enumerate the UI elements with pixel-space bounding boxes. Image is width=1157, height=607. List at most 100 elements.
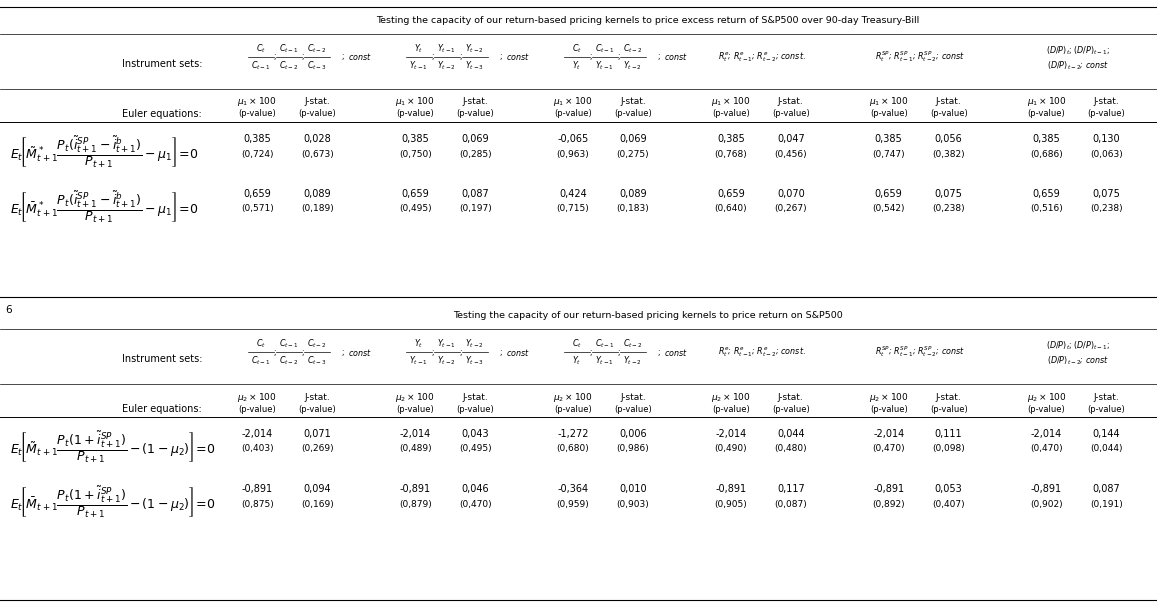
Text: $C_{t-1}$: $C_{t-1}$ xyxy=(251,59,271,72)
Text: 0,659: 0,659 xyxy=(243,189,271,199)
Text: $const$: $const$ xyxy=(506,52,530,63)
Text: 0,069: 0,069 xyxy=(619,134,647,144)
Text: Testing the capacity of our return-based pricing kernels to price excess return : Testing the capacity of our return-based… xyxy=(376,16,920,24)
Text: $const$: $const$ xyxy=(348,52,371,63)
Text: $const$: $const$ xyxy=(348,347,371,358)
Text: ;: ; xyxy=(432,52,434,61)
Text: -0,891: -0,891 xyxy=(715,484,746,494)
Text: (p-value): (p-value) xyxy=(397,109,434,118)
Text: $\mu_2 \times 100$: $\mu_2 \times 100$ xyxy=(869,390,908,404)
Text: (0,063): (0,063) xyxy=(1090,149,1122,158)
Text: ;: ; xyxy=(341,347,345,356)
Text: (0,470): (0,470) xyxy=(1030,444,1063,453)
Text: J-stat.: J-stat. xyxy=(304,98,330,106)
Text: (p-value): (p-value) xyxy=(1027,109,1066,118)
Text: 0,385: 0,385 xyxy=(243,134,271,144)
Text: (p-value): (p-value) xyxy=(930,404,967,413)
Text: $C_{t-1}$: $C_{t-1}$ xyxy=(279,337,299,350)
Text: $\mu_2 \times 100$: $\mu_2 \times 100$ xyxy=(553,390,592,404)
Text: J-stat.: J-stat. xyxy=(778,393,804,401)
Text: (0,267): (0,267) xyxy=(774,205,808,214)
Text: ;: ; xyxy=(500,52,502,61)
Text: 0,053: 0,053 xyxy=(935,484,963,494)
Text: $Y_{t-3}$: $Y_{t-3}$ xyxy=(465,59,485,72)
Text: $const$: $const$ xyxy=(664,52,687,63)
Text: ;: ; xyxy=(302,52,304,61)
Text: 0,385: 0,385 xyxy=(401,134,429,144)
Text: (0,238): (0,238) xyxy=(933,205,965,214)
Text: (p-value): (p-value) xyxy=(1088,109,1126,118)
Text: (0,986): (0,986) xyxy=(617,444,649,453)
Text: (p-value): (p-value) xyxy=(712,404,750,413)
Text: $C_{t-1}$: $C_{t-1}$ xyxy=(279,42,299,55)
Text: $Y_{t-2}$: $Y_{t-2}$ xyxy=(624,354,642,367)
Text: 0,006: 0,006 xyxy=(619,429,647,439)
Text: (0,495): (0,495) xyxy=(399,205,432,214)
Text: -0,065: -0,065 xyxy=(558,134,589,144)
Text: -0,364: -0,364 xyxy=(558,484,589,494)
Text: 0,659: 0,659 xyxy=(875,189,902,199)
Text: (0,495): (0,495) xyxy=(459,444,492,453)
Text: (0,902): (0,902) xyxy=(1030,500,1063,509)
Text: $Y_t$: $Y_t$ xyxy=(414,337,423,350)
Text: $R^e_t$; $R^e_{t-1}$; $R^e_{t-2}$; $const.$: $R^e_t$; $R^e_{t-1}$; $R^e_{t-2}$; $cons… xyxy=(718,50,806,64)
Text: 0,044: 0,044 xyxy=(778,429,804,439)
Text: (p-value): (p-value) xyxy=(614,404,651,413)
Text: 0,130: 0,130 xyxy=(1092,134,1120,144)
Text: ;: ; xyxy=(618,52,620,61)
Text: $R^{SP}_t$; $R^{SP}_{t-1}$; $R^{SP}_{t-2}$; $const$: $R^{SP}_t$; $R^{SP}_{t-1}$; $R^{SP}_{t-2… xyxy=(876,345,965,359)
Text: -2,014: -2,014 xyxy=(1031,429,1062,439)
Text: $Y_t$: $Y_t$ xyxy=(414,42,423,55)
Text: $(D/P)_t$; $(D/P)_{t-1}$;: $(D/P)_t$; $(D/P)_{t-1}$; xyxy=(1046,340,1111,352)
Text: (0,382): (0,382) xyxy=(933,149,965,158)
Text: $\mu_1 \times 100$: $\mu_1 \times 100$ xyxy=(553,95,592,109)
Text: (0,191): (0,191) xyxy=(1090,500,1122,509)
Text: J-stat.: J-stat. xyxy=(463,393,488,401)
Text: $(D/P)_t$; $(D/P)_{t-1}$;: $(D/P)_t$; $(D/P)_{t-1}$; xyxy=(1046,45,1111,57)
Text: (0,285): (0,285) xyxy=(459,149,492,158)
Text: (p-value): (p-value) xyxy=(772,109,810,118)
Text: $\mu_1 \times 100$: $\mu_1 \times 100$ xyxy=(869,95,908,109)
Text: 0,659: 0,659 xyxy=(1033,189,1061,199)
Text: $Y_{t-3}$: $Y_{t-3}$ xyxy=(465,354,485,367)
Text: $\mu_2 \times 100$: $\mu_2 \times 100$ xyxy=(712,390,751,404)
Text: $Y_{t-1}$: $Y_{t-1}$ xyxy=(410,59,428,72)
Text: (p-value): (p-value) xyxy=(870,404,907,413)
Text: $C_{t-1}$: $C_{t-1}$ xyxy=(595,337,614,350)
Text: $C_{t-1}$: $C_{t-1}$ xyxy=(595,42,614,55)
Text: ;: ; xyxy=(657,52,659,61)
Text: 0,046: 0,046 xyxy=(462,484,489,494)
Text: ;: ; xyxy=(273,347,277,356)
Text: J-stat.: J-stat. xyxy=(620,393,646,401)
Text: (p-value): (p-value) xyxy=(870,109,907,118)
Text: (p-value): (p-value) xyxy=(1088,404,1126,413)
Text: (0,480): (0,480) xyxy=(774,444,808,453)
Text: 0,659: 0,659 xyxy=(717,189,745,199)
Text: (0,905): (0,905) xyxy=(715,500,747,509)
Text: 0,089: 0,089 xyxy=(619,189,647,199)
Text: (0,087): (0,087) xyxy=(774,500,808,509)
Text: 0,070: 0,070 xyxy=(778,189,805,199)
Text: (0,879): (0,879) xyxy=(399,500,432,509)
Text: $C_{t-2}$: $C_{t-2}$ xyxy=(307,42,326,55)
Text: ;: ; xyxy=(459,52,462,61)
Text: (p-value): (p-value) xyxy=(554,404,592,413)
Text: 0,047: 0,047 xyxy=(778,134,805,144)
Text: J-stat.: J-stat. xyxy=(1093,393,1119,401)
Text: (p-value): (p-value) xyxy=(930,109,967,118)
Text: (0,407): (0,407) xyxy=(933,500,965,509)
Text: 0,094: 0,094 xyxy=(303,484,331,494)
Text: J-stat.: J-stat. xyxy=(463,98,488,106)
Text: -2,014: -2,014 xyxy=(715,429,746,439)
Text: (0,197): (0,197) xyxy=(459,205,492,214)
Text: (p-value): (p-value) xyxy=(712,109,750,118)
Text: $\mu_1 \times 100$: $\mu_1 \times 100$ xyxy=(712,95,751,109)
Text: 0,111: 0,111 xyxy=(935,429,963,439)
Text: -0,891: -0,891 xyxy=(399,484,430,494)
Text: (p-value): (p-value) xyxy=(614,109,651,118)
Text: 6: 6 xyxy=(5,305,12,315)
Text: 0,071: 0,071 xyxy=(303,429,331,439)
Text: $\mu_2 \times 100$: $\mu_2 \times 100$ xyxy=(396,390,435,404)
Text: $E_t\!\left[\tilde{M}^*_{t+1}\dfrac{P_t(\tilde{i}^{SP}_{t+1}-\tilde{i}^b_{t+1})}: $E_t\!\left[\tilde{M}^*_{t+1}\dfrac{P_t(… xyxy=(10,134,198,170)
Text: $C_t$: $C_t$ xyxy=(572,337,582,350)
